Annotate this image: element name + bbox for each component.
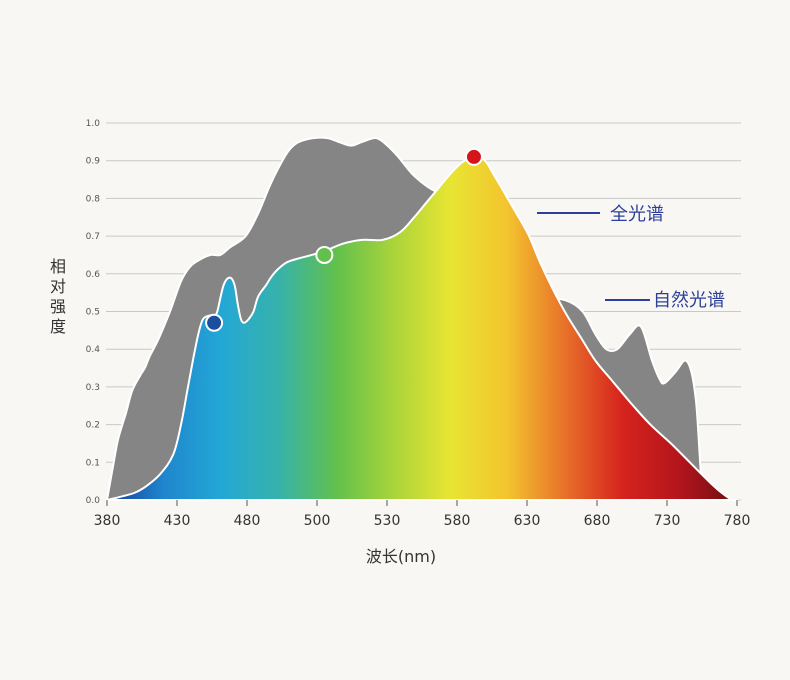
y-tick-label: 0.0 (86, 496, 101, 506)
peak-marker (205, 313, 224, 332)
x-tick-label: 680 (584, 513, 611, 529)
x-tick-label: 630 (514, 513, 541, 529)
legend-natural-spectrum: 自然光谱 (653, 290, 725, 311)
y-tick-label: 0.9 (86, 157, 101, 167)
y-axis-ticks: 0.0 0.1 0.2 0.3 0.4 0.5 0.6 0.7 0.8 0.9 1.0 (86, 119, 101, 506)
x-tick-label: 480 (234, 513, 261, 529)
x-tick-label: 530 (374, 513, 401, 529)
y-tick-label: 0.6 (86, 270, 101, 280)
area-layer (106, 136, 738, 502)
x-tick-label: 500 (304, 513, 331, 529)
peak-marker (464, 147, 483, 166)
x-tick-label: 580 (444, 513, 471, 529)
y-axis-label: 相对强度 (50, 257, 66, 336)
x-tick-label: 780 (724, 513, 751, 529)
x-tick-label: 730 (654, 513, 681, 529)
y-tick-label: 1.0 (86, 119, 101, 129)
x-axis-label: 波长(nm) (366, 547, 436, 566)
peak-marker (315, 245, 334, 264)
y-tick-label: 0.3 (86, 383, 100, 393)
y-tick-label: 0.7 (86, 232, 100, 242)
legend: 全光谱 自然光谱 (537, 204, 725, 311)
markers (205, 147, 483, 332)
y-tick-label: 0.4 (86, 345, 101, 355)
y-tick-label: 0.5 (86, 308, 100, 318)
legend-full-spectrum: 全光谱 (610, 204, 664, 225)
x-tick-label: 430 (164, 513, 191, 529)
y-tick-label: 0.2 (86, 421, 100, 431)
x-tick-label: 380 (94, 513, 121, 529)
x-axis-ticks: 380 430 480 500 530 580 630 680 730 780 (94, 500, 751, 529)
y-tick-label: 0.1 (86, 458, 100, 468)
y-tick-label: 0.8 (86, 194, 101, 204)
